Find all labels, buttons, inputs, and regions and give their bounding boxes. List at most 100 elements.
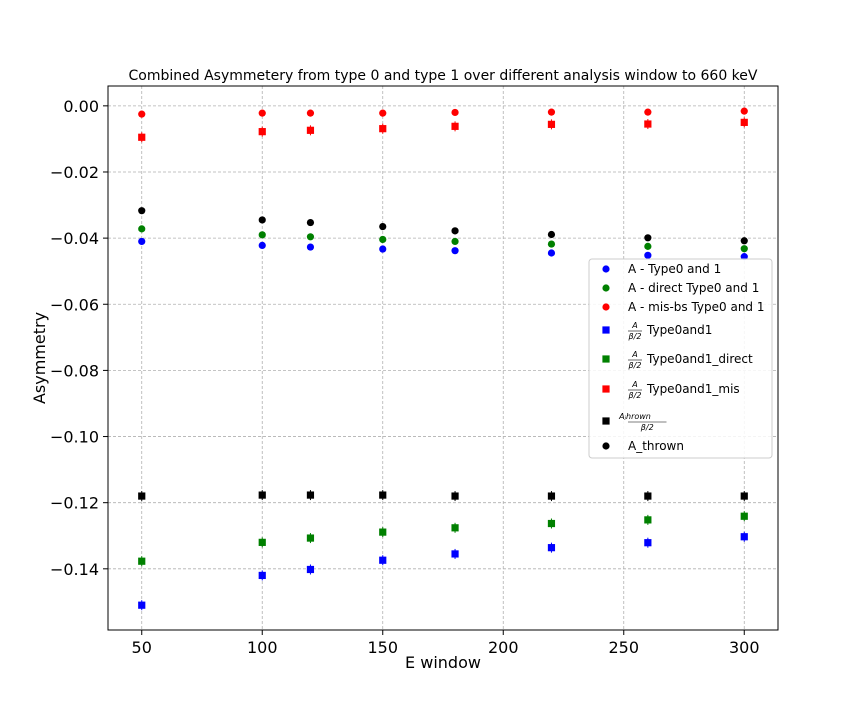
chart-title: Combined Asymmetery from type 0 and type… [129,68,758,84]
legend: A - Type0 and 1 A - direct Type0 and 1 A -… [588,258,773,459]
x-axis-label: E window [405,653,481,672]
legend-marker [602,442,610,450]
y-tick-label: −0.04 [50,229,99,248]
data-point [258,571,266,580]
data-point [379,556,387,564]
data-point [306,233,315,241]
data-point [740,118,748,126]
data-point [258,109,266,117]
data-point [644,539,652,547]
x-tick-label: 150 [367,638,398,657]
legend-box [588,258,773,459]
data-point [547,249,556,257]
data-point [740,107,748,115]
data-point [258,216,266,224]
legend-marker [602,355,610,363]
data-point [306,243,315,251]
data-point [644,120,652,128]
y-tick-label: −0.14 [50,560,99,579]
legend-label: A - mis-bs Type0 and 1 [628,300,765,314]
data-point [644,492,652,500]
data-point [451,492,459,500]
x-tick-label: 100 [247,638,278,657]
data-point [740,237,748,245]
data-point [138,557,146,565]
data-marks [138,107,748,611]
data-point [740,533,748,541]
legend-label: Type0and1_direct [646,352,753,366]
data-point [138,110,146,118]
data-point [138,225,146,233]
data-point [258,491,266,499]
legend-fraction-numerator: A [631,350,637,359]
y-tick-label: −0.08 [50,361,99,380]
y-tick-label: 0.00 [63,97,99,116]
legend-marker [602,303,610,311]
x-tick-label: 250 [608,638,639,657]
data-point [547,108,556,116]
y-axis-label: Asymmetry [30,312,49,404]
data-point [258,128,266,136]
y-tick-label: −0.02 [50,163,99,182]
data-point [451,550,459,558]
data-point [644,516,652,524]
data-point [547,120,556,128]
legend-fraction-denominator: β/2 [628,361,642,370]
data-point [306,534,315,542]
data-point [644,108,652,116]
data-point [138,492,146,500]
data-point [379,109,387,117]
x-tick-label: 300 [729,638,760,657]
legend-label: A - direct Type0 and 1 [628,281,759,295]
data-point [138,237,146,246]
data-point [306,491,315,499]
data-point [451,227,459,235]
data-point [306,565,315,574]
axis-ticks: 50 100 150 200 250 300 0.00 −0.02 −0.04 −0.06 −0.0… [50,97,760,657]
plot-frame [107,85,779,631]
data-point [740,245,748,253]
legend-label: A - Type0 and 1 [628,262,721,276]
data-point [547,230,556,239]
data-point [258,538,266,546]
data-point [306,218,315,227]
y-tick-label: −0.12 [50,494,99,513]
data-point [740,253,748,261]
data-point [451,122,459,130]
data-point [379,491,387,499]
data-point [644,234,652,242]
x-tick-label: 200 [488,638,519,657]
legend-fraction-numerator: Aⱼhrown [618,412,651,421]
legend-label: Type0and1_mis [646,382,740,396]
y-tick-label: −0.10 [50,428,99,447]
data-point [306,126,315,134]
legend-label: A_thrown [628,439,684,453]
legend-marker [602,265,610,273]
data-point [547,544,556,552]
legend-marker [602,326,610,334]
data-point [258,231,266,239]
x-tick-label: 50 [132,638,152,657]
data-point [379,245,387,253]
data-point [547,240,556,248]
legend-marker [602,417,610,425]
data-point [451,247,459,255]
data-point [379,222,387,231]
data-point [740,492,748,500]
legend-marker [602,284,610,292]
grid [108,86,778,630]
data-point [451,524,459,532]
legend-fraction-denominator: β/2 [628,391,642,400]
legend-fraction-numerator: A [631,380,637,389]
data-point [644,251,652,259]
data-point [138,207,146,215]
y-tick-label: −0.06 [50,295,99,314]
legend-marker [602,385,610,393]
legend-fraction-denominator: β/2 [640,423,654,432]
data-point [547,492,556,500]
legend-fraction-denominator: β/2 [628,332,642,341]
data-point [258,241,266,249]
data-point [379,235,387,244]
data-point [138,133,146,141]
